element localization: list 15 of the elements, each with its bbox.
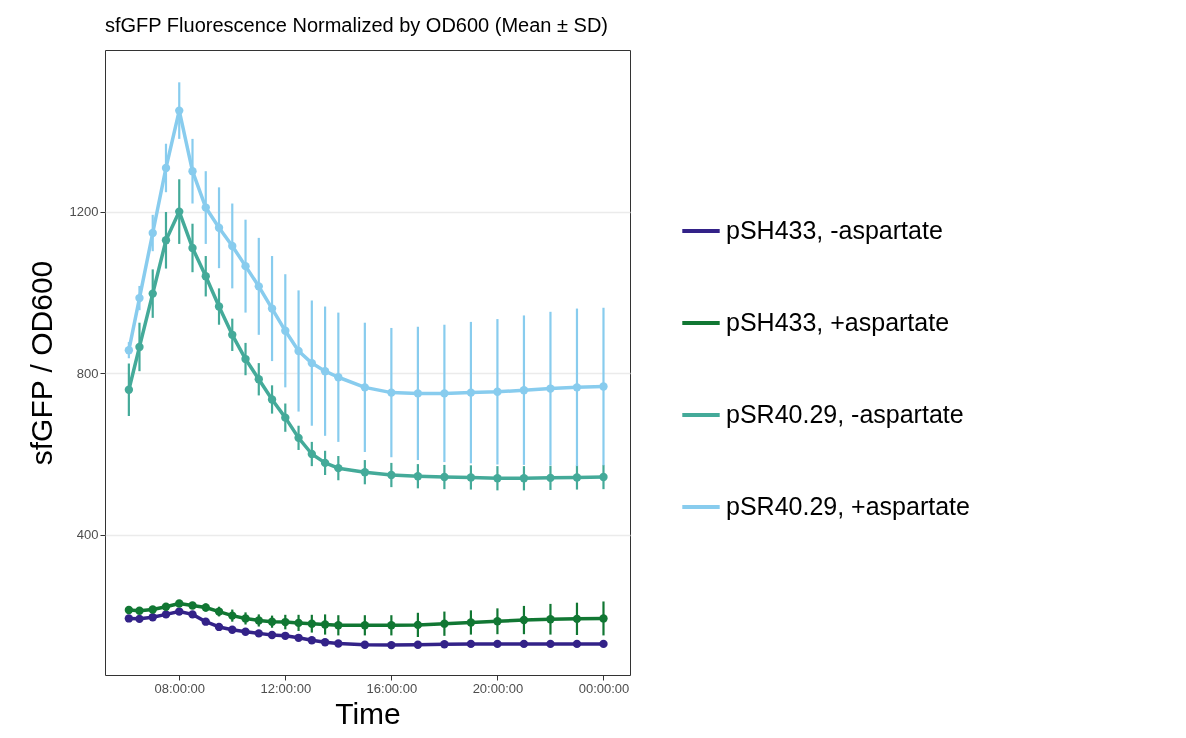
y-tick-label: 1200 — [69, 204, 99, 220]
x-tick-label: 08:00:00 — [154, 680, 206, 696]
legend-label: pSR40.29, +aspartate — [726, 492, 970, 520]
legend-label: pSH433, -aspartate — [726, 216, 943, 244]
legend-label: pSH433, +aspartate — [726, 308, 950, 336]
x-axis-title: Time — [335, 696, 401, 730]
x-tick-label: 16:00:00 — [366, 680, 418, 696]
x-tick-label: 20:00:00 — [472, 680, 524, 696]
x-tick-label: 12:00:00 — [260, 680, 312, 696]
chart-title: sfGFP Fluorescence Normalized by OD600 (Mean ± SD) — [105, 14, 609, 36]
y-tick-label: 800 — [76, 365, 99, 381]
x-tick-label: 00:00:00 — [578, 680, 630, 696]
y-axis-title: sfGFP / OD600 — [24, 260, 58, 466]
legend-label: pSR40.29, -aspartate — [726, 400, 964, 428]
y-tick-label: 400 — [76, 527, 99, 543]
